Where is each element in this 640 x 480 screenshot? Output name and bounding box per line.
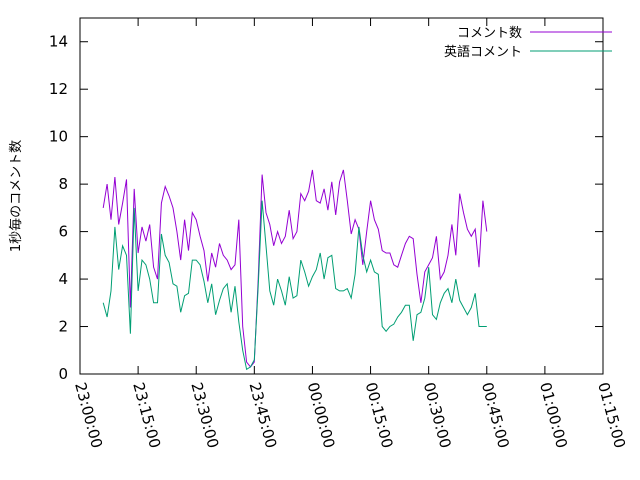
y-tick-label: 12 bbox=[49, 80, 68, 98]
x-tick-label: 23:15:00 bbox=[129, 380, 164, 450]
y-tick-label: 10 bbox=[49, 128, 68, 146]
x-tick-label: 23:45:00 bbox=[245, 380, 280, 450]
series-layer bbox=[102, 169, 488, 371]
x-tick-label: 23:00:00 bbox=[71, 380, 106, 450]
x-tick-label: 01:15:00 bbox=[594, 380, 629, 450]
x-axis: 23:00:00 23:15:00 23:30:00 23:45:00 00:00:00… bbox=[71, 18, 629, 450]
legend-label-comments: コメント数 bbox=[457, 26, 522, 41]
x-tick-label: 00:45:00 bbox=[478, 380, 513, 450]
x-tick-label: 00:15:00 bbox=[362, 380, 397, 450]
plot-frame bbox=[79, 17, 604, 375]
series-line-comments bbox=[102, 169, 488, 368]
y-tick-label: 0 bbox=[58, 365, 68, 383]
y-tick-label: 8 bbox=[58, 175, 68, 193]
y-axis: 0 2 4 6 8 10 12 14 bbox=[49, 33, 603, 383]
x-tick-label: 00:00:00 bbox=[304, 380, 339, 450]
x-tick-label: 01:00:00 bbox=[536, 380, 571, 450]
legend-label-english: 英語コメント bbox=[444, 44, 522, 60]
y-tick-label: 2 bbox=[58, 318, 68, 336]
x-tick-label: 23:30:00 bbox=[187, 380, 222, 450]
y-tick-label: 4 bbox=[58, 270, 68, 288]
y-tick-label: 14 bbox=[49, 33, 68, 51]
y-axis-label: 1秒毎のコメント数 bbox=[8, 140, 24, 252]
x-tick-label: 00:30:00 bbox=[420, 380, 455, 450]
series-line-english bbox=[102, 200, 487, 371]
legend: コメント数 英語コメント bbox=[444, 26, 612, 60]
y-tick-label: 6 bbox=[58, 223, 68, 241]
